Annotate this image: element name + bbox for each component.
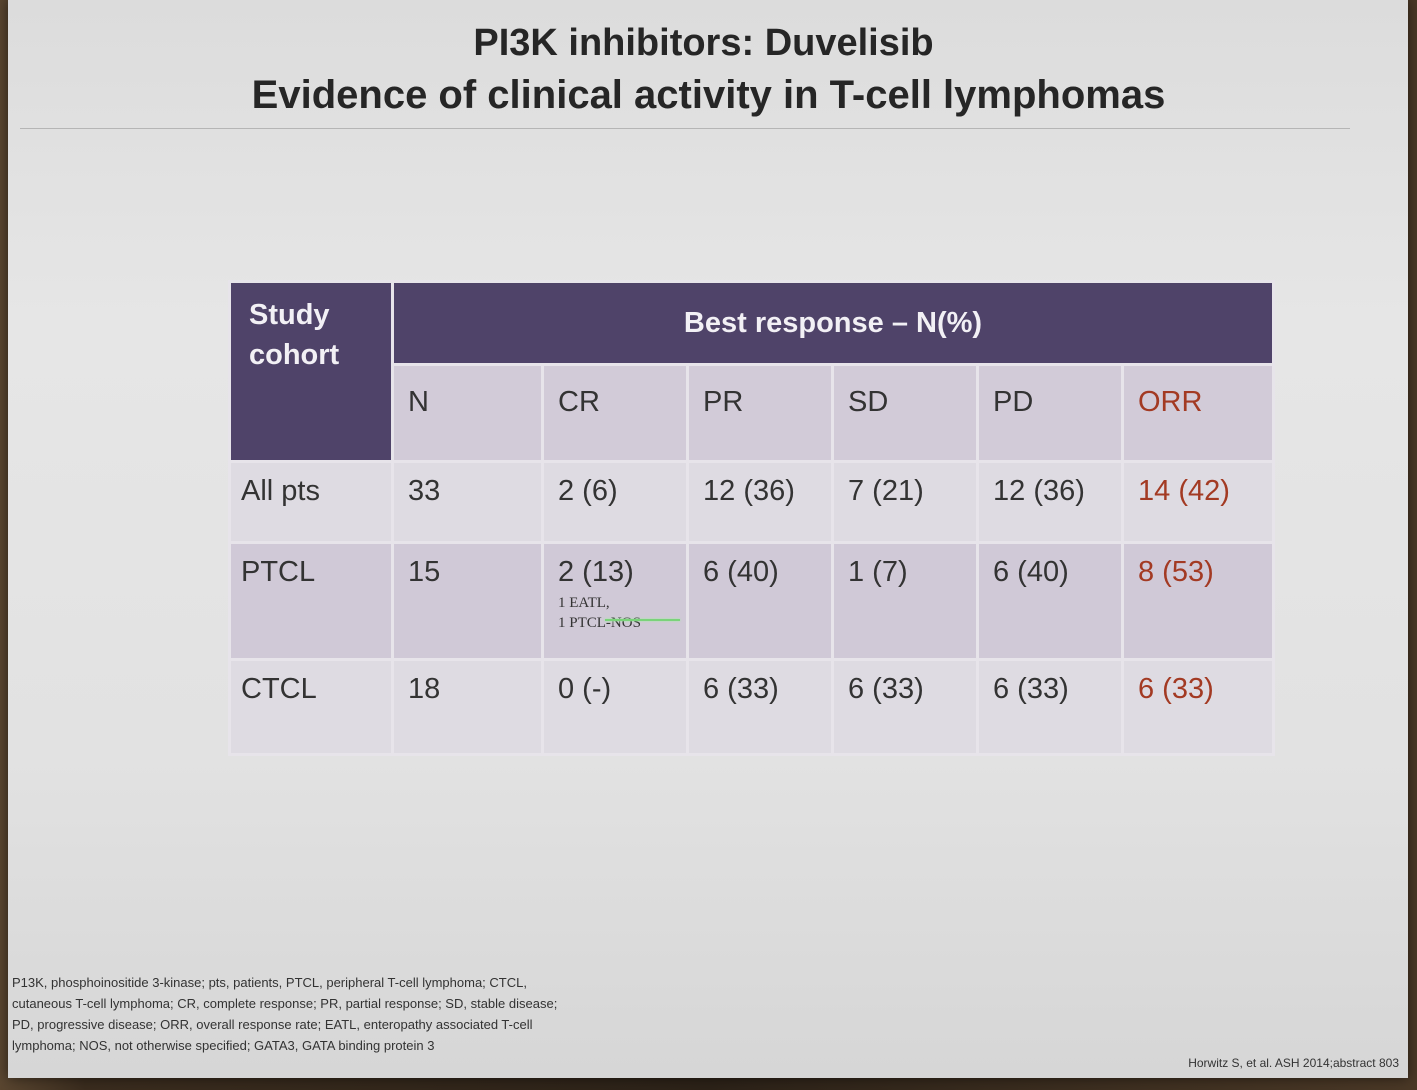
row-cohort: CTCL	[228, 658, 394, 756]
table-row: All pts 33 2 (6) 12 (36) 7 (21) 12 (36) …	[228, 460, 1275, 544]
cell-pr: 6 (40)	[686, 541, 834, 661]
row-cohort: PTCL	[228, 541, 394, 661]
header-study-cohort: Study cohort	[228, 280, 394, 463]
laser-pointer-mark	[605, 619, 680, 621]
column-header-sd: SD	[831, 363, 979, 463]
cell-pr: 6 (33)	[686, 658, 834, 756]
column-header-orr: ORR	[1121, 363, 1275, 463]
cell-sd: 1 (7)	[831, 541, 979, 661]
title-line-1: PI3K inhibitors: Duvelisib	[473, 22, 934, 64]
cr-note-ptcl-nos: 1 PTCL-NOS	[558, 615, 641, 631]
cell-cr: 0 (-)	[541, 658, 689, 756]
cell-pd: 6 (40)	[976, 541, 1124, 661]
cell-n: 15	[391, 541, 544, 661]
header-best-response: Best response – N(%)	[391, 280, 1275, 366]
cell-pd: 12 (36)	[976, 460, 1124, 544]
cell-sd: 7 (21)	[831, 460, 979, 544]
response-table: Study cohort Best response – N(%) N CR P…	[228, 280, 1275, 756]
abbreviations-footnote: P13K, phosphoinositide 3-kinase; pts, pa…	[12, 972, 652, 1056]
title-divider	[20, 128, 1350, 129]
cell-orr: 8 (53)	[1121, 541, 1275, 661]
cell-cr: 2 (13) 1 EATL, 1 PTCL-NOS	[541, 541, 689, 661]
cell-cr-value: 2 (13)	[558, 556, 634, 588]
title-line-2: Evidence of clinical activity in T-cell …	[251, 73, 1166, 117]
footnote-line: cutaneous T-cell lymphoma; CR, complete …	[12, 996, 558, 1011]
cell-orr: 6 (33)	[1121, 658, 1275, 756]
row-cohort: All pts	[228, 460, 394, 544]
citation: Horwitz S, et al. ASH 2014;abstract 803	[1188, 1056, 1399, 1070]
cell-n: 18	[391, 658, 544, 756]
slide-title: PI3K inhibitors: Duvelisib Evidence of c…	[0, 18, 1417, 122]
table-row: PTCL 15 2 (13) 1 EATL, 1 PTCL-NOS 6 (40)…	[228, 541, 1275, 661]
footnote-line: PD, progressive disease; ORR, overall re…	[12, 1017, 533, 1032]
cell-pd: 6 (33)	[976, 658, 1124, 756]
cr-note-eatl: 1 EATL,	[558, 595, 610, 611]
footnote-line: P13K, phosphoinositide 3-kinase; pts, pa…	[12, 975, 527, 990]
column-header-cr: CR	[541, 363, 689, 463]
table-row: CTCL 18 0 (-) 6 (33) 6 (33) 6 (33) 6 (33…	[228, 658, 1275, 756]
cell-sd: 6 (33)	[831, 658, 979, 756]
cell-orr: 14 (42)	[1121, 460, 1275, 544]
column-header-n: N	[391, 363, 544, 463]
column-header-pd: PD	[976, 363, 1124, 463]
column-header-pr: PR	[686, 363, 834, 463]
cell-n: 33	[391, 460, 544, 544]
cell-cr: 2 (6)	[541, 460, 689, 544]
cell-pr: 12 (36)	[686, 460, 834, 544]
footnote-line: lymphoma; NOS, not otherwise specified; …	[12, 1038, 435, 1053]
